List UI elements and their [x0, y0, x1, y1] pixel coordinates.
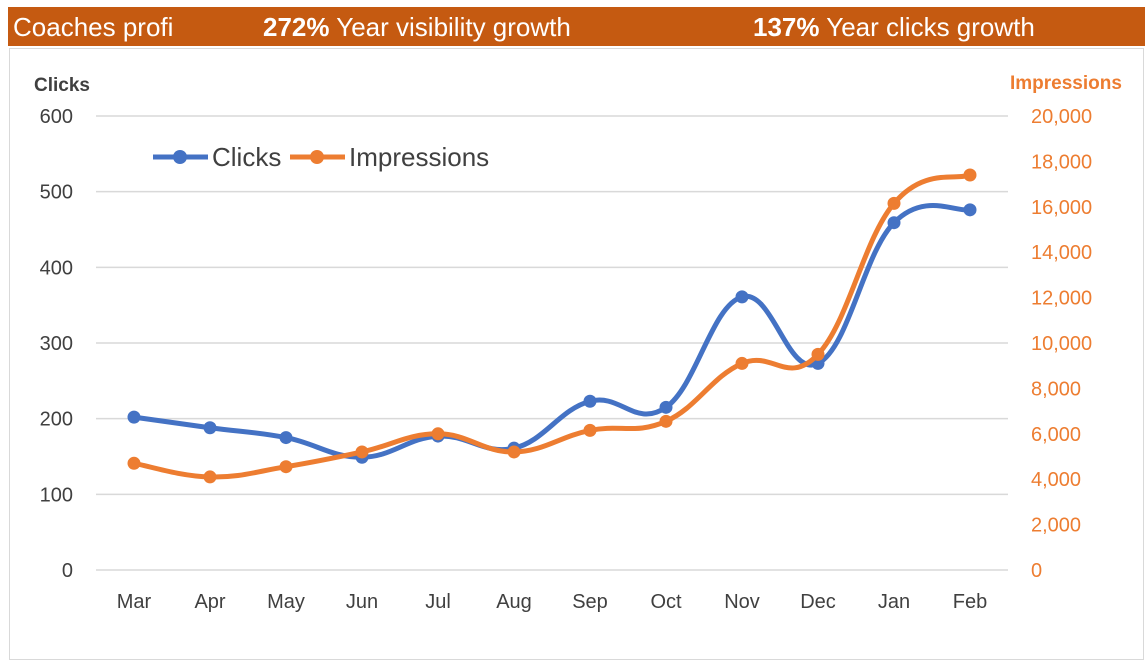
x-tick-label: Dec	[800, 591, 836, 613]
y-tick-label: 600	[40, 106, 73, 128]
data-point-impressions	[431, 427, 445, 441]
data-point-clicks	[887, 216, 901, 230]
y2-tick-label: 2,000	[1031, 515, 1081, 537]
y-tick-label: 0	[62, 560, 73, 582]
legend-label-impressions: Impressions	[349, 142, 489, 172]
data-point-impressions	[127, 456, 141, 470]
x-tick-label: Aug	[496, 591, 532, 613]
data-point-impressions	[203, 470, 217, 484]
data-point-clicks	[203, 421, 217, 435]
data-point-clicks	[279, 431, 293, 445]
data-point-clicks	[127, 410, 141, 424]
y2-tick-label: 4,000	[1031, 469, 1081, 491]
data-point-impressions	[659, 414, 673, 428]
data-point-impressions	[507, 445, 521, 459]
y-tick-label: 500	[40, 182, 73, 204]
y2-axis-title: Impressions	[1010, 73, 1122, 94]
data-point-clicks	[735, 290, 749, 304]
chart-frame	[9, 48, 1144, 660]
x-tick-label: Jan	[878, 591, 910, 613]
clicks-growth-value: 137%	[753, 12, 820, 42]
banner-title: Coaches profi	[13, 12, 174, 42]
data-point-impressions	[583, 423, 597, 437]
x-tick-label: Sep	[572, 591, 608, 613]
data-point-impressions	[887, 196, 901, 210]
visibility-growth-value: 272%	[263, 12, 330, 42]
visibility-growth: 272% Year visibility growth	[263, 12, 571, 43]
y2-tick-label: 16,000	[1031, 197, 1092, 219]
y2-tick-label: 18,000	[1031, 151, 1092, 173]
data-point-clicks	[963, 203, 977, 217]
visibility-growth-label: Year visibility growth	[336, 12, 571, 42]
legend-marker-impressions	[310, 150, 324, 164]
data-point-impressions	[735, 356, 749, 370]
x-tick-label: Jun	[346, 591, 378, 613]
legend-label-clicks: Clicks	[212, 142, 281, 172]
y2-tick-label: 10,000	[1031, 333, 1092, 355]
clicks-growth-label: Year clicks growth	[826, 12, 1035, 42]
legend-marker-clicks	[173, 150, 187, 164]
x-tick-label: Mar	[117, 591, 152, 613]
clicks-growth: 137% Year clicks growth	[753, 12, 1035, 43]
y2-tick-label: 14,000	[1031, 242, 1092, 264]
y-tick-label: 100	[40, 484, 73, 506]
chart-banner: Coaches profi 272% Year visibility growt…	[8, 7, 1145, 46]
y-axis-title: Clicks	[34, 75, 90, 96]
y2-tick-label: 0	[1031, 560, 1042, 582]
data-point-clicks	[583, 394, 597, 408]
x-tick-label: Nov	[724, 591, 760, 613]
data-point-impressions	[963, 168, 977, 182]
x-tick-label: May	[267, 591, 305, 613]
y-tick-label: 400	[40, 257, 73, 279]
y2-tick-label: 8,000	[1031, 378, 1081, 400]
x-tick-label: Feb	[953, 591, 987, 613]
x-tick-label: Oct	[650, 591, 682, 613]
data-point-impressions	[811, 347, 825, 361]
data-point-clicks	[659, 400, 673, 414]
data-point-impressions	[279, 460, 293, 474]
series-line-clicks	[131, 203, 973, 460]
y2-tick-label: 20,000	[1031, 106, 1092, 128]
x-tick-label: Apr	[194, 591, 225, 613]
x-tick-label: Jul	[425, 591, 451, 613]
y-tick-label: 300	[40, 333, 73, 355]
data-point-impressions	[355, 445, 369, 459]
y2-tick-label: 6,000	[1031, 424, 1081, 446]
y-tick-label: 200	[40, 409, 73, 431]
y2-tick-label: 12,000	[1031, 288, 1092, 310]
